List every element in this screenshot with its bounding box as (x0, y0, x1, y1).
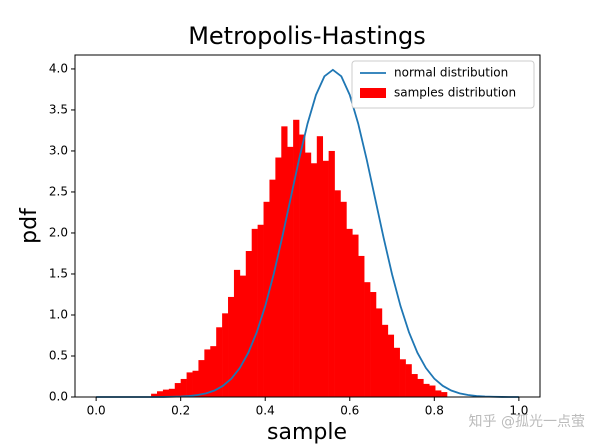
histogram-bar (293, 119, 300, 397)
x-tick-label: 0.8 (425, 404, 444, 418)
histogram-bar (204, 349, 211, 397)
histogram-bar (251, 228, 258, 397)
histogram-bar (304, 152, 312, 397)
histogram-bar (346, 228, 353, 397)
y-tick-label: 3.5 (49, 102, 68, 116)
y-tick-label: 3.0 (49, 143, 68, 157)
histogram-bar (216, 327, 223, 397)
y-tick-label: 0.5 (49, 348, 68, 362)
histogram-bar (228, 296, 235, 397)
histogram-bar (322, 160, 329, 397)
watermark: 知乎 @孤光一点萤 (469, 413, 585, 430)
histogram-bar (370, 292, 377, 397)
y-axis-label: pdf (17, 207, 42, 244)
y-tick-label: 0.0 (49, 390, 68, 404)
y-tick-label: 1.0 (49, 307, 68, 321)
histogram-bar (328, 150, 335, 397)
histogram-bar (162, 389, 170, 397)
histogram-bar (405, 364, 412, 397)
legend-swatch (360, 88, 386, 98)
histogram-bar (168, 388, 176, 397)
histogram-bar (281, 126, 288, 398)
histogram-bar (375, 308, 383, 397)
histogram-bar (192, 370, 199, 397)
plot-frame (74, 54, 541, 398)
histogram-bar (441, 392, 448, 397)
histogram-bar (210, 346, 217, 397)
x-tick-label: 0.2 (171, 404, 190, 418)
histogram-bar (257, 224, 264, 397)
histogram-bar (287, 146, 294, 397)
histogram-bar (198, 360, 205, 397)
x-tick-label: 0.4 (256, 404, 275, 418)
histogram-bar (381, 324, 389, 397)
histogram-bar (316, 136, 324, 397)
x-axis-label: sample (267, 420, 347, 445)
histogram-bar (423, 383, 430, 397)
histogram-bar (435, 390, 442, 397)
histogram-bar (180, 378, 187, 397)
histogram-bar (399, 359, 406, 397)
histogram-bar (275, 157, 282, 397)
y-tick-label: 2.0 (49, 225, 68, 239)
histogram-bar (174, 383, 181, 397)
histogram-bar (358, 255, 365, 397)
histogram-bar (334, 190, 341, 397)
y-tick-label: 4.0 (49, 61, 68, 75)
histogram-bar (340, 201, 347, 397)
histogram-bar (151, 393, 158, 397)
histogram-bar (299, 134, 306, 397)
x-tick-label: 0.6 (340, 404, 359, 418)
y-tick-label: 2.5 (49, 184, 68, 198)
legend-label: samples distribution (394, 86, 516, 100)
histogram-bar (411, 374, 418, 397)
histogram-bar (393, 347, 400, 397)
histogram-bar (310, 163, 318, 397)
histogram-bar (186, 372, 193, 397)
histogram-bar (233, 269, 241, 397)
histogram-bar (157, 391, 164, 397)
histogram-bar (239, 275, 247, 397)
histogram-bar (222, 313, 229, 397)
x-tick-label: 0.0 (87, 404, 106, 418)
legend-box (351, 60, 535, 109)
histogram-bar (352, 234, 359, 397)
legend-label: normal distribution (394, 66, 508, 80)
histogram-bar (245, 251, 252, 397)
histogram-bar (387, 334, 395, 397)
histogram-bar (269, 179, 276, 397)
histogram-bar (417, 378, 424, 397)
histogram-bar (364, 282, 371, 397)
histogram-bar (429, 385, 436, 397)
x-tick-label: 1.0 (509, 404, 528, 418)
chart-title: Metropolis-Hastings (188, 22, 426, 50)
y-tick-label: 1.5 (49, 266, 68, 280)
